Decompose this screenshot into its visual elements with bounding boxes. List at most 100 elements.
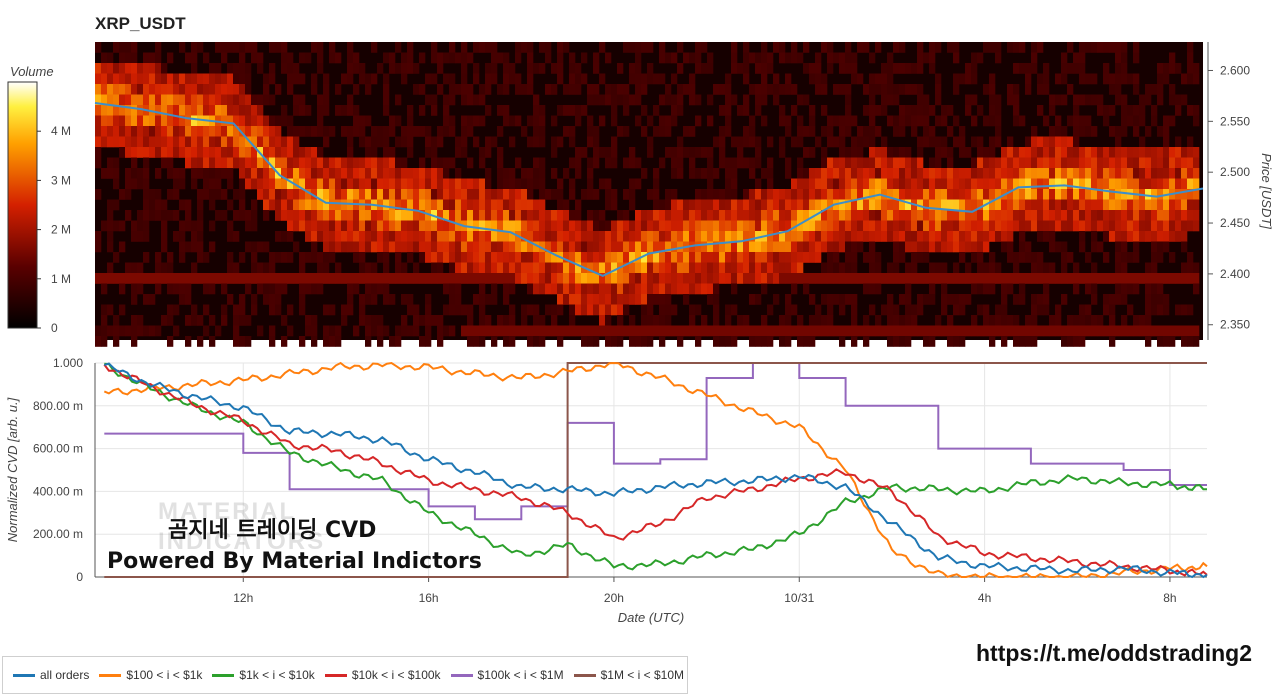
- heatmap-cell: [1133, 325, 1140, 337]
- heatmap-cell: [815, 136, 822, 148]
- heatmap-cell: [1157, 283, 1164, 295]
- heatmap-cell: [575, 73, 582, 85]
- heatmap-cell: [413, 325, 420, 337]
- heatmap-cell: [641, 273, 648, 284]
- heatmap-cell: [581, 147, 588, 158]
- heatmap-cell: [1091, 94, 1098, 106]
- heatmap-cell: [137, 84, 144, 95]
- heatmap-cell: [1013, 178, 1020, 190]
- heatmap-cell: [473, 294, 480, 305]
- heatmap-cell: [827, 42, 834, 53]
- heatmap-cell: [653, 273, 660, 284]
- heatmap-cell: [221, 189, 228, 200]
- heatmap-cell: [209, 147, 216, 158]
- heatmap-cell: [1151, 168, 1158, 179]
- heatmap-cell: [665, 262, 672, 274]
- heatmap-cell: [503, 189, 510, 200]
- legend-item[interactable]: $1k < i < $10k: [212, 668, 315, 682]
- heatmap-cell: [137, 94, 144, 106]
- heatmap-cell: [245, 115, 252, 127]
- heatmap-cell: [539, 105, 546, 116]
- heatmap-cell: [605, 157, 612, 169]
- heatmap-cell: [641, 262, 648, 274]
- heatmap-cell: [467, 126, 474, 137]
- heatmap-cell: [395, 136, 402, 148]
- heatmap-cell: [1085, 147, 1092, 158]
- heatmap-cell: [485, 199, 492, 211]
- heatmap-cell: [1181, 199, 1188, 211]
- heatmap-cell: [437, 63, 444, 74]
- heatmap-cell: [941, 189, 948, 200]
- heatmap-cell: [1127, 273, 1134, 284]
- heatmap-cell: [563, 199, 570, 211]
- heatmap-cell: [323, 220, 330, 232]
- heatmap-cell: [863, 189, 870, 200]
- heatmap-cell: [233, 84, 240, 95]
- heatmap-cell: [851, 252, 858, 263]
- legend-item[interactable]: $100k < i < $1M: [450, 668, 564, 682]
- heatmap-cell: [293, 199, 300, 211]
- heatmap-cell: [791, 252, 798, 263]
- heatmap-cell: [1037, 157, 1044, 169]
- heatmap-cell: [479, 220, 486, 232]
- heatmap-cell: [215, 178, 222, 190]
- legend-item[interactable]: $10k < i < $100k: [324, 668, 441, 682]
- heatmap-cell: [863, 178, 870, 190]
- heatmap-cell: [125, 84, 132, 95]
- heatmap-cell: [137, 63, 144, 74]
- heatmap-cell: [503, 84, 510, 95]
- heatmap-cell: [779, 252, 786, 263]
- heatmap-cell: [767, 52, 774, 64]
- heatmap-cell: [419, 273, 426, 284]
- heatmap-cell: [713, 325, 720, 337]
- heatmap-cell: [443, 273, 450, 284]
- heatmap-cell: [1115, 262, 1122, 274]
- heatmap-cell: [161, 262, 168, 274]
- heatmap-cell: [701, 199, 708, 211]
- legend-item[interactable]: $1M < i < $10M: [573, 668, 684, 682]
- heatmap-cell: [281, 178, 288, 190]
- heatmap-cell: [1145, 304, 1152, 316]
- price-tick-label: 2.500: [1220, 165, 1250, 179]
- heatmap-cell: [389, 63, 396, 74]
- telegram-link[interactable]: https://t.me/oddstrading2: [976, 640, 1252, 666]
- heatmap-cell: [797, 315, 804, 326]
- heatmap-cell: [245, 283, 252, 295]
- heatmap-cell: [1181, 189, 1188, 200]
- heatmap-cell: [173, 136, 180, 148]
- heatmap-cell: [1073, 136, 1080, 148]
- heatmap-cell: [1193, 262, 1200, 274]
- heatmap-cell: [641, 294, 648, 305]
- heatmap-cell: [593, 94, 600, 106]
- heatmap-cell: [467, 252, 474, 263]
- legend-item[interactable]: $100 < i < $1k: [99, 668, 202, 682]
- heatmap-cell: [503, 283, 510, 295]
- heatmap-cell: [167, 94, 174, 106]
- heatmap-cell: [839, 63, 846, 74]
- legend-item[interactable]: all orders: [13, 668, 89, 682]
- heatmap-cell: [419, 220, 426, 232]
- heatmap-cell: [683, 220, 690, 232]
- heatmap-cell: [485, 294, 492, 305]
- heatmap-cell: [815, 189, 822, 200]
- heatmap-cell: [1031, 63, 1038, 74]
- heatmap-cell: [689, 199, 696, 211]
- heatmap-cell: [1139, 199, 1146, 211]
- heatmap-cell: [713, 304, 720, 316]
- heatmap-cell: [491, 336, 498, 347]
- heatmap-cell: [1061, 136, 1068, 148]
- heatmap-cell: [185, 210, 192, 221]
- heatmap-cell: [299, 157, 306, 169]
- heatmap-cell: [857, 178, 864, 190]
- heatmap-cell: [557, 210, 564, 221]
- heatmap-cell: [311, 178, 318, 190]
- heatmap-cell: [461, 147, 468, 158]
- heatmap-cell: [545, 189, 552, 200]
- heatmap-cell: [833, 325, 840, 337]
- heatmap-cell: [947, 42, 954, 53]
- heatmap-cell: [485, 273, 492, 284]
- heatmap-cell: [587, 231, 594, 242]
- heatmap-cell: [749, 126, 756, 137]
- heatmap-cell: [671, 325, 678, 337]
- heatmap-cell: [635, 294, 642, 305]
